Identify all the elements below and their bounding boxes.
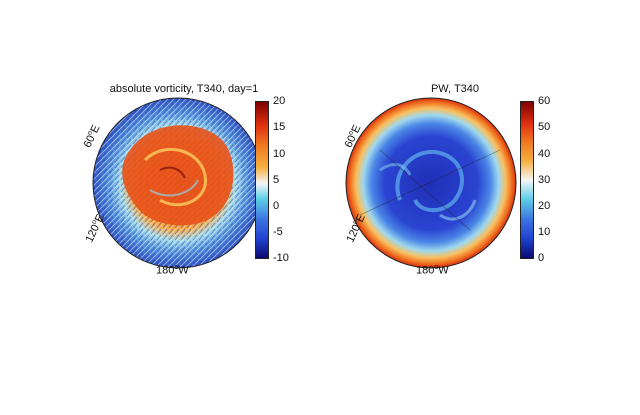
vorticity-tick: 10	[273, 148, 286, 160]
pw-tick: 50	[538, 121, 551, 133]
vorticity-polar-map	[92, 97, 264, 269]
vorticity-title: absolute vorticity, T340, day=1	[109, 83, 259, 95]
pw-tick: 20	[538, 200, 551, 212]
pw-panel: PW, T340 60oE 120oE	[320, 0, 640, 415]
vortex-core	[122, 125, 234, 226]
vorticity-tick: -10	[273, 252, 289, 264]
vorticity-panel: absolute vorticity, T340, day=1	[82, 83, 289, 277]
pw-polar-map	[345, 97, 517, 269]
vorticity-tick: 5	[273, 174, 280, 186]
moisture-swirl	[395, 149, 465, 213]
pw-tick: 30	[538, 174, 551, 186]
pw-colorbar	[520, 101, 534, 259]
vorticity-tick: 0	[273, 200, 280, 212]
vorticity-tick: 20	[273, 95, 286, 107]
pw-lon-180w: 180oW	[416, 264, 449, 277]
pw-field	[346, 98, 516, 268]
pw-title: PW, T340	[430, 83, 480, 95]
vorticity-colorbar	[255, 101, 269, 259]
vorticity-tick: -5	[273, 226, 283, 238]
pw-tick: 40	[538, 148, 551, 160]
pw-tick: 60	[538, 95, 551, 107]
vorticity-tick: 15	[273, 121, 286, 133]
vorticity-lon-180w: 180oW	[156, 264, 189, 277]
pw-tick: 10	[538, 226, 551, 238]
pw-tick: 0	[538, 252, 545, 264]
